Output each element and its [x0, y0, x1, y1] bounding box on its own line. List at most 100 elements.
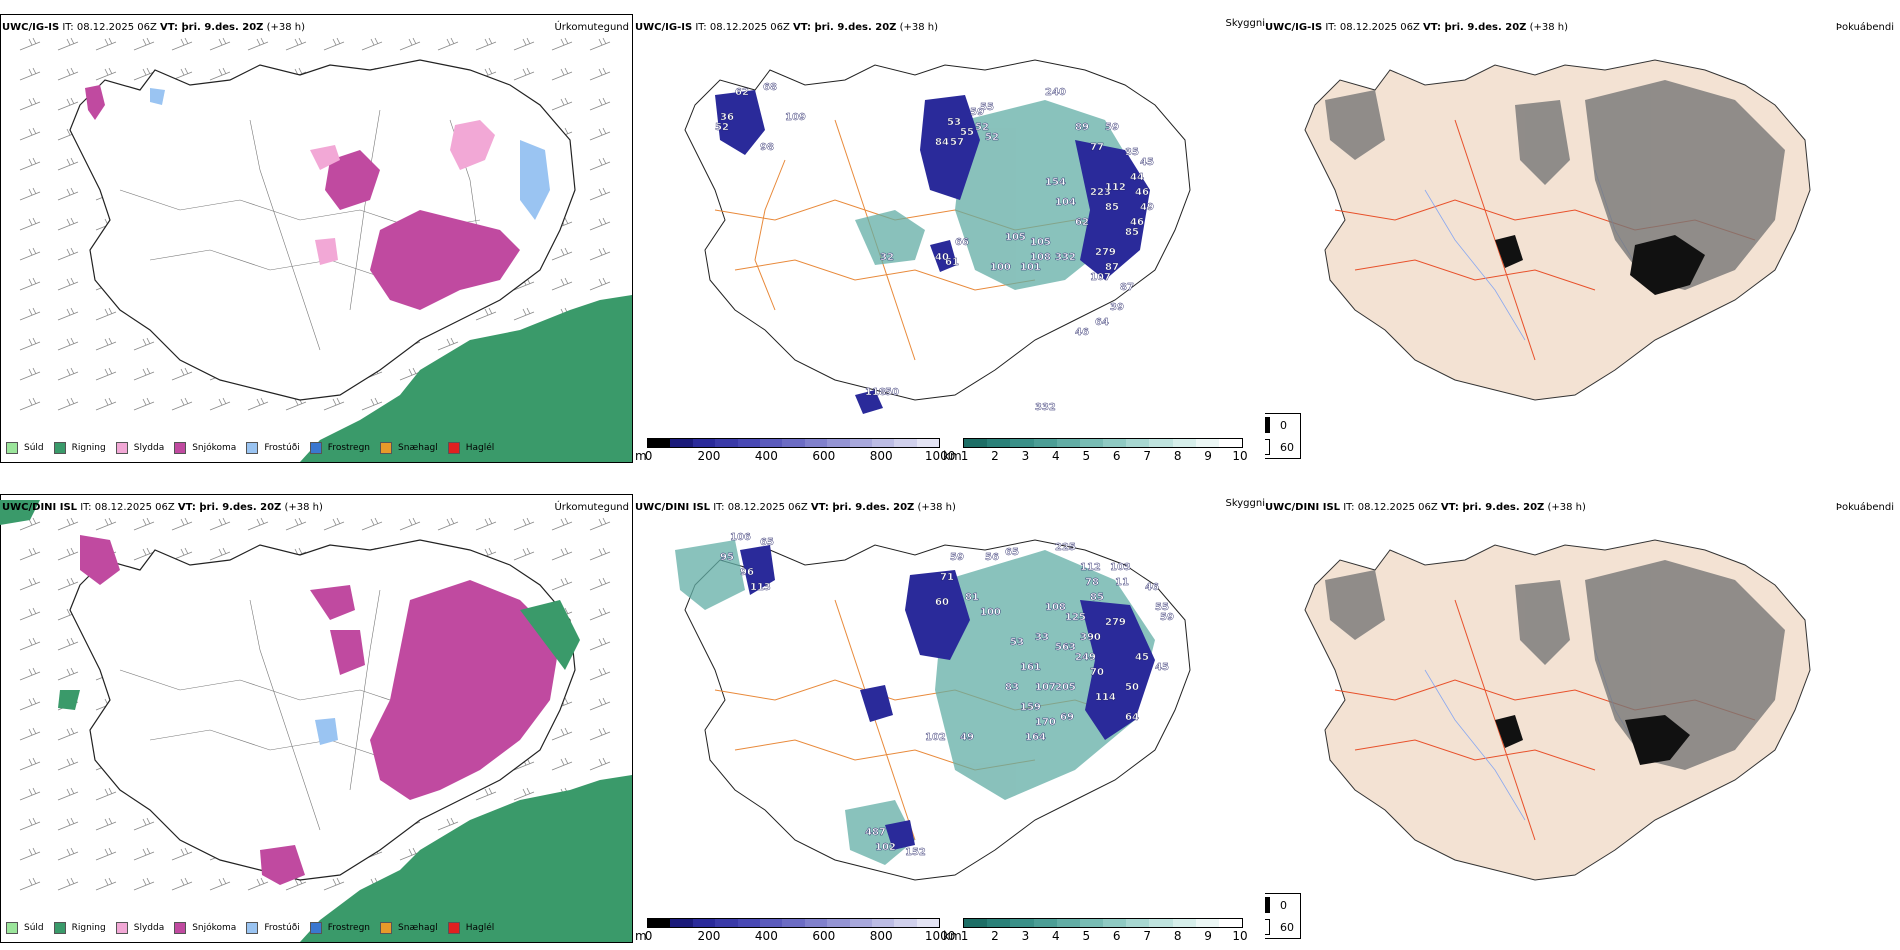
wind-barb: [589, 157, 611, 171]
legend-swatch: [246, 922, 259, 934]
precip-legend-item: Snæhagl: [380, 922, 438, 934]
wind-barb: [589, 517, 611, 531]
precip-rain-area: [0, 500, 632, 942]
colorbar-tick: 600: [812, 449, 836, 463]
precip-legend-item: Snjókoma: [174, 442, 236, 454]
precip-map-bottom: [0, 494, 633, 943]
colorbar-strip: [647, 918, 940, 928]
wind-barb: [57, 247, 79, 261]
header-fog-bottom: UWC/DINI ISL IT: 08.12.2025 06Z VT: þri.…: [1265, 502, 1586, 513]
fog-legend-row: 0: [1265, 894, 1300, 916]
wind-barb: [19, 877, 41, 891]
precip-legend-item: Súld: [6, 922, 44, 934]
colorbar-tick: 800: [869, 449, 893, 463]
wind-barb: [19, 757, 41, 771]
precip-legend-item: Frostúði: [246, 442, 300, 454]
precip-legend-item: Slydda: [115, 922, 164, 934]
wind-barb: [19, 727, 41, 741]
label-fog-index-top: Þokuábendi: [1835, 22, 1894, 33]
ceiling-value-label: 103: [1110, 562, 1131, 573]
colorbar-tick: 200: [697, 929, 721, 943]
wind-barb: [133, 397, 155, 411]
colorbar-unit: km: [943, 929, 962, 943]
colorbar-unit: km: [943, 449, 962, 463]
ceiling-value-label: 45: [1155, 662, 1169, 673]
wind-barb: [589, 97, 611, 111]
colorbar-tick: 2: [991, 449, 999, 463]
wind-barb: [95, 367, 117, 381]
legend-label: Snæhagl: [398, 443, 438, 453]
ceiling-value-label: 279: [1095, 247, 1116, 258]
wind-barb: [551, 517, 573, 531]
fog-strong-area: [1495, 235, 1705, 295]
colorbar-tick: 0: [644, 449, 653, 463]
colorbar-tick: 1: [960, 929, 969, 943]
wind-barb: [19, 577, 41, 591]
ceiling-value-label: 563: [1055, 642, 1076, 653]
wind-barb: [57, 577, 79, 591]
ceiling-value-label: 154: [1045, 177, 1066, 188]
wind-barb: [513, 787, 535, 801]
legend-label: Snjókoma: [192, 443, 237, 453]
wind-barb: [513, 307, 535, 321]
ceiling-value-label: 59: [970, 107, 984, 118]
wind-barb: [475, 787, 497, 801]
wind-barb: [95, 847, 117, 861]
wind-barb: [247, 397, 269, 411]
ceiling-value-label: 44: [1130, 172, 1144, 183]
wind-barb: [361, 37, 383, 51]
ceiling-value-label: 33: [1035, 632, 1049, 643]
header-precip-top: UWC/IG-IS IT: 08.12.2025 06Z VT: þri. 9.…: [2, 22, 306, 33]
wind-barb: [19, 607, 41, 621]
fog-strong-area: [1495, 715, 1690, 765]
ceiling-value-label: 55: [1155, 602, 1169, 613]
legend-swatch: [174, 442, 187, 454]
legend-swatch: [380, 922, 393, 934]
wind-barb: [589, 37, 611, 51]
wind-barb: [19, 817, 41, 831]
fog-legend-row: 60: [1265, 916, 1300, 938]
ceiling-value-label: 487: [865, 827, 886, 838]
wind-barb: [133, 37, 155, 51]
ceiling-value-label: 332: [1055, 252, 1076, 263]
ceiling-value-label: 62: [735, 87, 749, 98]
precip-freezing-area: [150, 88, 550, 220]
wind-barb: [57, 187, 79, 201]
colorbar-tick: 6: [1112, 449, 1121, 463]
ceiling-value-label: 112: [1105, 182, 1126, 193]
ceiling-value-label: 98: [760, 142, 774, 153]
ceiling-value-label: 105: [1005, 232, 1026, 243]
ceiling-value-label: 205: [1055, 682, 1076, 693]
colorbar-strip: [963, 438, 1243, 448]
wind-barb: [209, 877, 231, 891]
precip-legend-item: Slydda: [115, 442, 164, 454]
precip-panel-bottom: UWC/DINI ISL IT: 08.12.2025 06Z VT: þri.…: [0, 490, 635, 950]
precip-rain-area: [300, 295, 632, 462]
ceiling-value-label: 152: [905, 847, 926, 858]
precip-legend-item: Frostregn: [309, 442, 370, 454]
colorbar-tick: 1000: [924, 929, 956, 943]
ceiling-value-label: 59: [950, 552, 964, 563]
ceiling-value-label: 101: [1020, 262, 1041, 273]
vis-ceiling-area: [715, 90, 1150, 414]
ceiling-value-label: 52: [715, 122, 729, 133]
fog-legend-label: 0: [1280, 418, 1287, 432]
wind-barb: [133, 337, 155, 351]
ceiling-value-label: 223: [1090, 187, 1111, 198]
wind-barb: [57, 517, 79, 531]
precip-map-top: [0, 14, 633, 463]
ceiling-value-label: 113: [750, 582, 771, 593]
legend-label: Haglél: [465, 923, 495, 933]
ceiling-value-label: 332: [1035, 402, 1056, 413]
ceiling-value-label: 78: [1085, 577, 1099, 588]
ceiling-value-label: 170: [1035, 717, 1056, 728]
ceiling-value-label: 50: [885, 387, 899, 398]
fog-panel-bottom: UWC/DINI ISL IT: 08.12.2025 06Z VT: þri.…: [1265, 490, 1900, 950]
legend-label: Rigning: [71, 443, 106, 453]
wind-barb: [57, 37, 79, 51]
wind-barb: [171, 397, 193, 411]
ceiling-value-label: 39: [1110, 302, 1124, 313]
fog-index-area: [1325, 560, 1785, 770]
wind-barb: [589, 277, 611, 291]
